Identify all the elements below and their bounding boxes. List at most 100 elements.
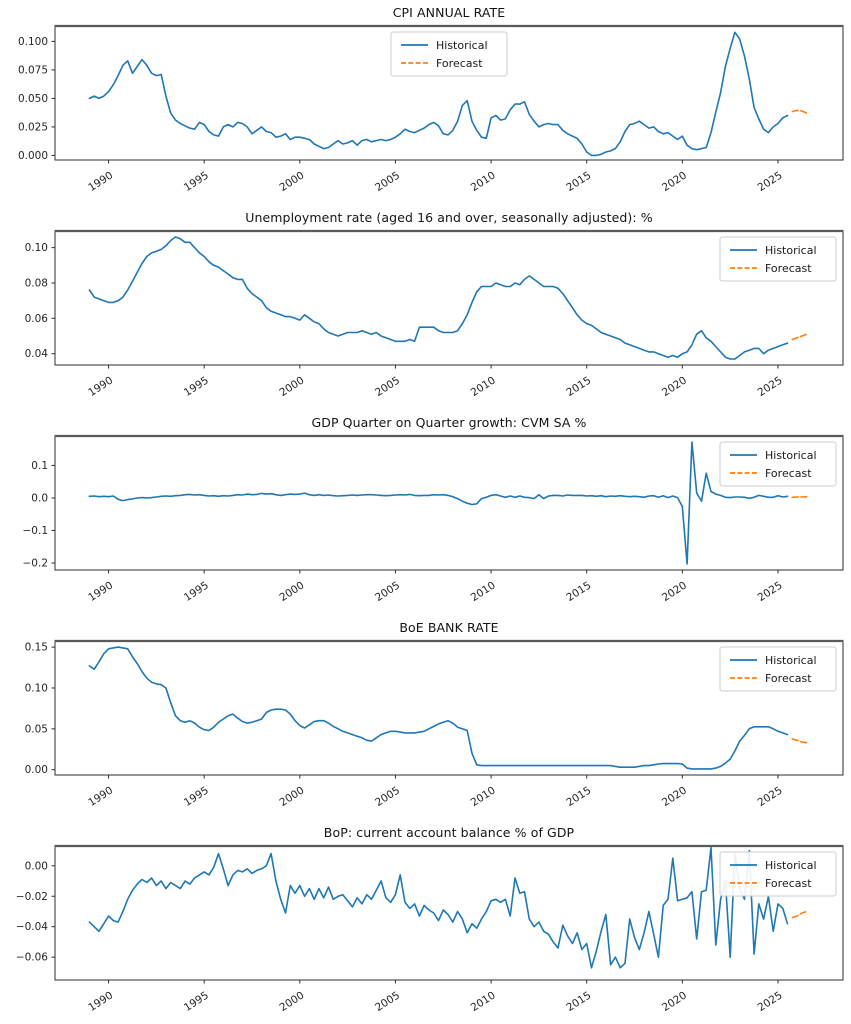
unemployment-chart-canvas: 1990 1995 2000 2005 2010 2015 2020 2025 0.04 0.06…: [25, 229, 844, 399]
historical-line: [88, 646, 789, 770]
x-tick-label: 2020: [660, 989, 689, 1014]
y-tick-label: 0.050: [18, 93, 48, 105]
y-tick-label: 0.15: [25, 642, 48, 654]
x-tick-label: 2005: [373, 169, 402, 194]
x-tick-label: 1995: [182, 989, 211, 1014]
x-tick-label: 1995: [182, 374, 211, 399]
y-tick-label: 0.10: [25, 682, 48, 694]
x-tick-label: 2000: [277, 784, 306, 809]
chart-title: Unemployment rate (aged 16 and over, sea…: [245, 210, 653, 225]
x-tick-label: 2015: [564, 989, 593, 1014]
x-tick-label: 2005: [373, 579, 402, 604]
x-tick-label: 2020: [660, 784, 689, 809]
y-tick-label: −0.1: [23, 525, 49, 537]
forecast-line: [791, 738, 808, 744]
legend-label-historical: Historical: [765, 449, 817, 462]
x-tick-label: 1990: [86, 374, 115, 399]
legend-box: [390, 31, 508, 77]
subplot-boe-bank-rate: BoE BANK RATE 1990 1995 2000 2005 2010 2015 20…: [0, 615, 851, 820]
x-tick-label: 2020: [660, 169, 689, 194]
x-tick-label: 2015: [564, 169, 593, 194]
x-tick-label: 2010: [469, 989, 498, 1014]
x-tick-label: 2025: [756, 784, 785, 809]
forecast-line: [791, 333, 808, 341]
legend-label-historical: Historical: [436, 39, 488, 52]
y-tick-label: 0.00: [25, 764, 48, 776]
forecast-line: [791, 495, 808, 499]
x-tick-label: 1990: [86, 169, 115, 194]
chart-title: GDP Quarter on Quarter growth: CVM SA %: [311, 415, 587, 430]
x-tick-label: 2010: [469, 169, 498, 194]
subplot-bop-current-account: BoP: current account balance % of GDP 19…: [0, 820, 851, 1024]
x-tick-label: 2005: [373, 784, 402, 809]
legend-label-forecast: Forecast: [765, 467, 812, 480]
y-tick-label: −0.06: [16, 952, 48, 964]
x-tick-label: 2025: [756, 579, 785, 604]
x-tick-label: 2000: [277, 374, 306, 399]
x-tick-label: 1990: [86, 579, 115, 604]
chart-title: BoE BANK RATE: [399, 620, 499, 635]
y-tick-label: 0.1: [31, 460, 48, 472]
subplot-cpi-annual-rate: CPI ANNUAL RATE 1990 1995 2000 2005 2010 2015…: [0, 0, 851, 205]
x-tick-label: 2000: [277, 169, 306, 194]
x-tick-label: 1990: [86, 784, 115, 809]
x-tick-label: 2015: [564, 579, 593, 604]
x-tick-label: 2025: [756, 169, 785, 194]
subplot-gdp-growth: GDP Quarter on Quarter growth: CVM SA % …: [0, 410, 851, 615]
historical-line: [88, 846, 789, 969]
legend-label-forecast: Forecast: [765, 877, 812, 890]
chart-title: CPI ANNUAL RATE: [392, 5, 506, 20]
historical-line: [88, 441, 789, 565]
y-tick-label: 0.025: [18, 121, 48, 133]
x-tick-label: 1995: [182, 579, 211, 604]
subplot-unemployment-rate: Unemployment rate (aged 16 and over, sea…: [0, 205, 851, 410]
x-tick-label: 1990: [86, 989, 115, 1014]
x-tick-label: 2020: [660, 374, 689, 399]
chart-title: BoP: current account balance % of GDP: [323, 825, 575, 840]
x-tick-label: 2000: [277, 989, 306, 1014]
bop-chart-canvas: 1990 1995 2000 2005 2010 2015 2020 2025 0.00 −0.0…: [16, 844, 844, 1014]
legend-label-forecast: Forecast: [436, 57, 483, 70]
cpi-chart-canvas: 1990 1995 2000 2005 2010 2015 2020 2025 0.000 0.0…: [18, 24, 844, 194]
gdp-chart-canvas: 1990 1995 2000 2005 2010 2015 2020 2025 −0.2 −0.1…: [23, 434, 844, 604]
y-tick-label: 0.075: [18, 64, 48, 76]
historical-line: [88, 236, 789, 360]
legend-label-historical: Historical: [765, 859, 817, 872]
legend-box: [719, 646, 837, 692]
y-tick-label: −0.2: [23, 558, 49, 570]
x-tick-label: 2015: [564, 784, 593, 809]
y-tick-label: 0.10: [25, 242, 48, 254]
y-tick-label: 0.04: [25, 348, 49, 360]
historical-line: [88, 31, 789, 157]
x-tick-label: 2005: [373, 374, 402, 399]
legend-label-historical: Historical: [765, 244, 817, 257]
y-tick-label: 0.06: [25, 313, 49, 325]
y-tick-label: 0.08: [25, 277, 48, 289]
x-tick-label: 2020: [660, 579, 689, 604]
x-tick-label: 1995: [182, 169, 211, 194]
boe-chart-canvas: 1990 1995 2000 2005 2010 2015 2020 2025 0.00 0.05…: [25, 639, 844, 809]
x-tick-label: 2010: [469, 784, 498, 809]
legend-box: [719, 851, 837, 897]
legend-label-forecast: Forecast: [765, 672, 812, 685]
legend-label-forecast: Forecast: [765, 262, 812, 275]
forecast-line: [791, 910, 808, 919]
legend-box: [719, 441, 837, 487]
legend-box: [719, 236, 837, 282]
x-tick-label: 2025: [756, 374, 785, 399]
forecast-line: [791, 109, 808, 114]
x-tick-label: 1995: [182, 784, 211, 809]
y-tick-label: −0.04: [16, 921, 48, 933]
y-tick-label: −0.02: [16, 891, 48, 903]
x-tick-label: 2010: [469, 374, 498, 399]
y-tick-label: 0.0: [31, 492, 48, 504]
x-tick-label: 2000: [277, 579, 306, 604]
x-tick-label: 2015: [564, 374, 593, 399]
y-tick-label: 0.00: [25, 860, 48, 872]
y-tick-label: 0.000: [18, 150, 48, 162]
x-tick-label: 2025: [756, 989, 785, 1014]
y-tick-label: 0.05: [25, 723, 48, 735]
legend-label-historical: Historical: [765, 654, 817, 667]
x-tick-label: 2010: [469, 579, 498, 604]
